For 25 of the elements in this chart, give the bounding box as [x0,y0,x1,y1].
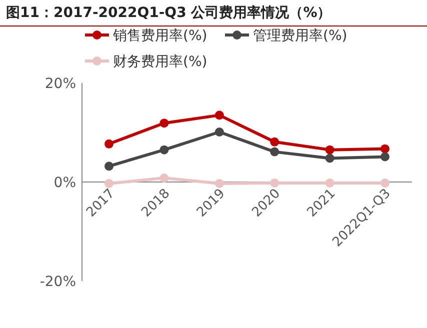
point [270,147,280,156]
point [270,178,280,188]
legend-label: 管理费用率(%) [253,28,348,44]
point [214,110,224,120]
y-tick-label: 20% [44,76,76,92]
point [325,154,334,163]
chart-title: 图11：2017-2022Q1-Q3 公司费用率情况（%） [6,4,332,21]
point [104,139,114,148]
legend-label: 销售费用率(%) [112,28,208,44]
point [380,178,390,188]
y-tick-label: -20% [40,274,76,290]
point [325,178,334,188]
point [160,118,169,128]
point [160,145,169,154]
point [104,162,114,171]
y-tick-label: 0% [54,175,76,191]
point [380,144,390,154]
legend-label: 财务费用率(%) [113,54,208,70]
point [380,152,390,162]
point [325,145,334,154]
point [214,128,224,137]
point [270,137,280,146]
point [104,178,114,188]
point [214,178,224,188]
point [160,174,169,183]
